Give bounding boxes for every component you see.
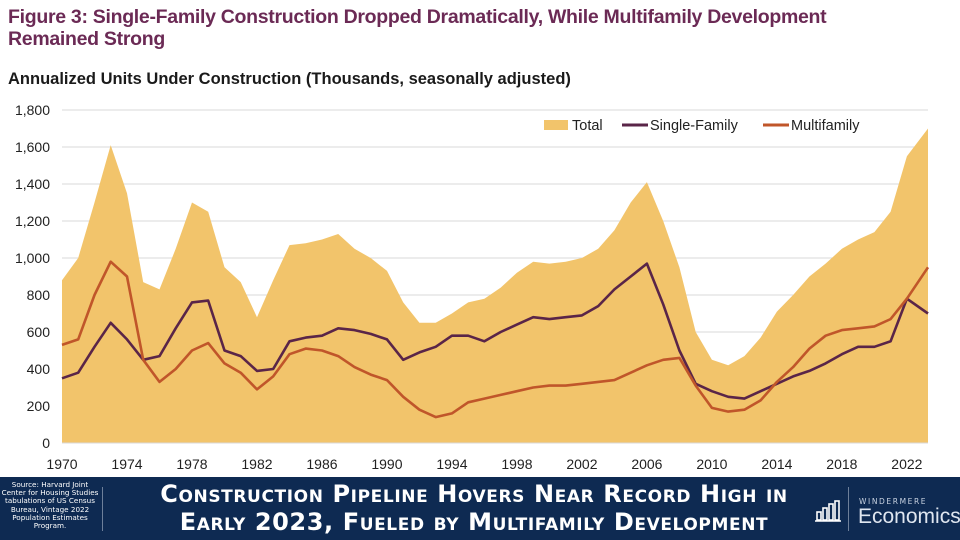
y-tick-label: 400 bbox=[27, 361, 51, 377]
y-tick-label: 0 bbox=[42, 435, 50, 451]
x-tick-label: 1974 bbox=[111, 456, 142, 472]
chart-svg: 0 200 400 600 800 1,000 1,200 1,400 1,600 1,800 1… bbox=[15, 102, 930, 472]
divider bbox=[102, 487, 103, 531]
x-tick-label: 2006 bbox=[631, 456, 662, 472]
y-tick-label: 800 bbox=[27, 287, 51, 303]
source-note: Source: Harvard Joint Center for Housing… bbox=[1, 480, 99, 531]
headline: Construction Pipeline Hovers Near Record… bbox=[104, 480, 844, 536]
y-tick-label: 1,200 bbox=[15, 213, 50, 229]
x-tick-label: 1990 bbox=[371, 456, 402, 472]
x-tick-label: 1982 bbox=[241, 456, 272, 472]
y-axis-labels: 0 200 400 600 800 1,000 1,200 1,400 1,600 1,800 bbox=[15, 102, 50, 451]
y-tick-label: 1,600 bbox=[15, 139, 50, 155]
legend-label-single-family: Single-Family bbox=[650, 118, 739, 134]
chart-subtitle: Annualized Units Under Construction (Tho… bbox=[8, 70, 571, 88]
legend-label-total: Total bbox=[572, 118, 603, 134]
x-tick-label: 1994 bbox=[436, 456, 467, 472]
y-tick-label: 200 bbox=[27, 398, 51, 414]
x-tick-label: 1986 bbox=[306, 456, 337, 472]
y-tick-label: 1,400 bbox=[15, 176, 50, 192]
y-tick-label: 1,000 bbox=[15, 250, 50, 266]
brand-name: WINDERMERE bbox=[859, 497, 928, 506]
x-tick-label: 2018 bbox=[826, 456, 857, 472]
brand-economics: Economics bbox=[858, 505, 960, 528]
x-axis-labels: 1970 1974 1978 1982 1986 1990 1994 1998 2002 2006… bbox=[46, 456, 922, 472]
headline-line-2: Early 2023, Fueled by Multifamily Develo… bbox=[179, 508, 769, 536]
x-tick-label: 2010 bbox=[696, 456, 727, 472]
y-tick-label: 1,800 bbox=[15, 102, 50, 118]
line-multifamily bbox=[61, 260, 930, 419]
bar-chart-logo-icon bbox=[815, 500, 841, 522]
legend-label-multifamily: Multifamily bbox=[791, 118, 860, 134]
figure-title: Figure 3: Single-Family Construction Dro… bbox=[8, 6, 827, 50]
x-tick-label: 1970 bbox=[46, 456, 77, 472]
legend-swatch-total bbox=[544, 120, 568, 130]
line-single-family bbox=[61, 262, 929, 400]
series-layer bbox=[61, 128, 930, 444]
x-tick-label: 1998 bbox=[501, 456, 532, 472]
area-total bbox=[62, 128, 928, 443]
brand-divider bbox=[848, 487, 849, 531]
x-tick-label: 1978 bbox=[176, 456, 207, 472]
headline-line-1: Construction Pipeline Hovers Near Record… bbox=[160, 480, 788, 508]
x-tick-label: 2014 bbox=[761, 456, 792, 472]
bottom-banner bbox=[0, 477, 960, 540]
x-tick-label: 2002 bbox=[566, 456, 597, 472]
legend: Total Single-Family Multifamily bbox=[544, 118, 860, 134]
y-tick-label: 600 bbox=[27, 324, 51, 340]
x-tick-label: 2022 bbox=[891, 456, 922, 472]
